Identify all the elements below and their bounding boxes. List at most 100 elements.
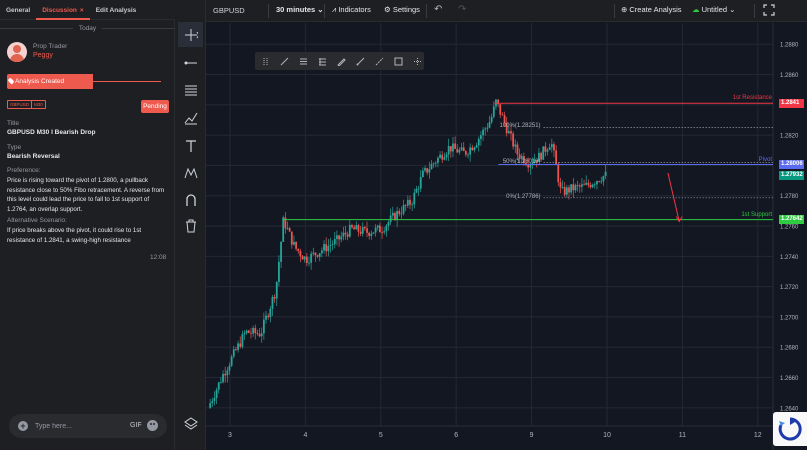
chart-canvas[interactable]: 345691011121.28801.28601.28401.28201.280… <box>206 23 807 450</box>
prediction-tool[interactable] <box>178 160 203 185</box>
redo-icon[interactable]: ↷ <box>458 4 467 15</box>
candle-body <box>297 248 300 252</box>
settings-button[interactable]: ⚙ Settings <box>384 5 420 14</box>
horizontal-line-icon <box>184 61 197 64</box>
fib-label: 100%(1.28251) <box>499 123 541 130</box>
analysis-panel: General Discussion × Edit Analysis Today … <box>0 0 176 450</box>
close-tab-icon[interactable]: × <box>79 6 84 14</box>
plus-icon[interactable]: + <box>18 421 28 431</box>
fib-label: 50%(1.28019) <box>502 158 541 165</box>
candle-body <box>518 154 521 159</box>
candle-body <box>477 138 480 146</box>
candle-body <box>542 146 545 160</box>
candle-body <box>250 332 252 334</box>
forecast-icon <box>184 167 197 178</box>
ray-icon[interactable] <box>353 54 367 68</box>
candle-body <box>484 128 487 130</box>
text-tool[interactable] <box>178 133 203 158</box>
candle-body <box>252 327 255 334</box>
extended-line-icon[interactable] <box>372 54 386 68</box>
candle-body <box>340 236 343 240</box>
price-chart[interactable]: 345691011121.28801.28601.28401.28201.280… <box>206 23 807 450</box>
user-name[interactable]: Peggy <box>33 52 53 59</box>
candle-body <box>346 234 349 237</box>
candle-body <box>267 315 270 318</box>
candle-body <box>271 297 274 309</box>
recaptcha-badge[interactable] <box>773 412 807 446</box>
candle-body <box>348 224 351 237</box>
candle-body <box>256 333 259 334</box>
candle-body <box>568 187 570 193</box>
candle-body <box>338 235 340 240</box>
x-tick-label: 6 <box>454 432 458 439</box>
candle-body <box>359 231 362 234</box>
level-label: 1st Resistance <box>732 95 772 102</box>
date-separator: Today <box>0 21 176 35</box>
x-tick-label: 11 <box>679 432 686 439</box>
candle-body <box>561 187 564 188</box>
brush-icon[interactable] <box>278 54 292 68</box>
candle-body <box>415 188 418 193</box>
crosshair-small-icon[interactable] <box>410 54 424 68</box>
emoji-icon[interactable] <box>147 420 158 431</box>
magnet-tool[interactable] <box>178 187 203 212</box>
pattern-tool[interactable] <box>178 105 203 130</box>
candle-body <box>499 104 502 115</box>
fib-icon[interactable] <box>297 54 311 68</box>
y-tick-label: 1.2640 <box>780 406 799 412</box>
candle-body <box>336 235 338 239</box>
candle-body <box>598 181 600 182</box>
candle-body <box>471 147 474 151</box>
price-tag[interactable]: 1.2841 <box>779 98 804 108</box>
candle-body <box>318 253 321 257</box>
tab-general[interactable]: General <box>6 6 31 14</box>
candle-body <box>546 149 549 152</box>
analysis-created-event: Analysis Created <box>7 74 93 89</box>
price-tag[interactable]: 1.27642 <box>779 215 804 225</box>
delete-tool[interactable] <box>178 213 203 238</box>
candle-body <box>312 252 315 254</box>
layers-tool[interactable] <box>178 410 203 435</box>
candle-body <box>237 343 239 350</box>
undo-icon[interactable]: ↶ <box>434 4 443 15</box>
candle-body <box>254 327 257 334</box>
analysis-type: Bearish Reversal <box>7 153 60 160</box>
pencil-icon[interactable] <box>335 54 349 68</box>
candle-body <box>286 228 289 229</box>
candle-body <box>301 256 304 260</box>
candle-body <box>235 349 237 351</box>
crosshair-tool[interactable] <box>178 22 203 47</box>
symbol-search[interactable]: GBPUSD <box>213 6 245 15</box>
fib-extension-icon[interactable] <box>316 54 330 68</box>
trash-icon <box>185 219 196 232</box>
trendline-tool[interactable] <box>178 50 203 75</box>
fullscreen-icon[interactable] <box>763 4 775 16</box>
lines-tool[interactable] <box>178 77 203 102</box>
message-input[interactable] <box>35 414 125 438</box>
tab-discussion[interactable]: Discussion × <box>36 0 90 20</box>
rectangle-icon[interactable] <box>391 54 405 68</box>
candle-body <box>331 244 334 246</box>
layout-dropdown[interactable]: ☁ Untitled ⌄ <box>692 5 736 14</box>
candle-body <box>284 217 287 229</box>
interval-dropdown[interactable]: 30 minutes ⌄ <box>276 5 324 14</box>
tab-edit-analysis[interactable]: Edit Analysis <box>95 6 137 14</box>
drag-handle-icon[interactable] <box>259 54 273 68</box>
text-icon <box>185 139 196 152</box>
candle-body <box>572 184 575 191</box>
indicators-button[interactable]: ⩘ Indicators <box>332 5 371 14</box>
indicators-icon: ⩘ <box>332 5 337 14</box>
candle-body <box>211 401 214 404</box>
candle-body <box>361 227 364 234</box>
gif-button[interactable]: GIF <box>130 422 142 429</box>
candle-body <box>260 333 263 337</box>
candle-body <box>510 131 512 134</box>
candle-body <box>398 211 401 215</box>
candle-body <box>402 205 405 214</box>
price-tag[interactable]: 1.28006 <box>779 160 804 169</box>
candle-body <box>452 143 454 152</box>
status-badge[interactable]: Pending <box>141 100 169 113</box>
create-analysis-button[interactable]: ⊕ Create Analysis <box>621 5 682 14</box>
candle-body <box>288 228 291 232</box>
candle-body <box>596 181 598 185</box>
